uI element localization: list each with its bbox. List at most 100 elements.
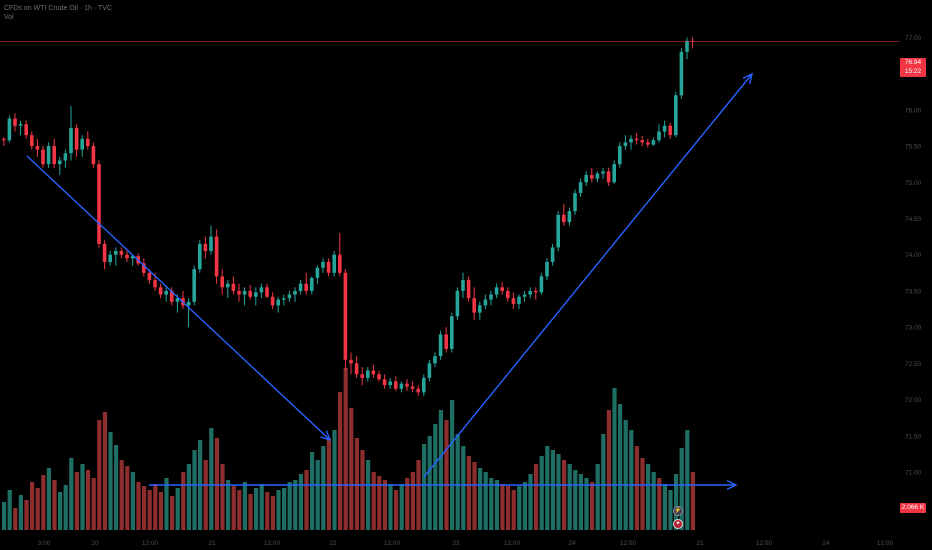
candle-body [668,125,672,136]
volume-bar [91,478,96,530]
candle-body [450,316,454,349]
candle-body [142,263,146,273]
volume-bar [226,480,231,530]
volume-bar [550,450,555,530]
volume-bar [248,494,253,530]
price-tick-label: 75.50 [905,144,922,151]
trendline-up[interactable] [423,73,753,478]
volume-bar [46,468,51,530]
candle-body [74,127,79,150]
volume-bar [567,464,572,530]
candle-body [478,305,482,313]
volume-legend: Vol [4,14,14,21]
candle-body [494,287,499,295]
candle-body [326,261,331,273]
candle-body [500,287,504,291]
volume-bar [338,392,343,530]
candle-body [52,146,56,165]
candle-body [214,236,219,277]
candle-body [662,125,667,132]
candle-body [416,388,420,393]
candle-body [102,243,107,262]
volume-bar [102,412,107,530]
volume-bar [366,460,371,530]
volume-bar [310,452,315,530]
volume-bar [282,488,287,530]
candle-body [422,377,426,393]
time-tick-label: 12:00 [264,540,281,547]
volume-bar [254,488,259,530]
volume-bar [7,490,12,530]
volume-bar [214,438,219,530]
volume-bar [69,458,74,530]
volume-bar [623,420,628,530]
candle-body [657,131,661,141]
candle-body [80,138,84,150]
time-tick-label: 3:00 [38,540,51,547]
time-tick-label: 12:00 [756,540,773,547]
candle-body [483,299,488,306]
volume-bar [606,410,611,530]
volume-bar [242,482,247,530]
candle-body [265,287,269,297]
volume-bar [315,460,320,530]
volume-bar [97,420,102,530]
candle-body [46,146,51,165]
volume-bar [175,488,180,530]
candle-body [192,269,196,302]
candle-body [310,277,314,291]
time-tick-label: 20 [91,540,99,547]
volume-bar [483,472,488,530]
volume-bar [58,492,63,530]
volume-bar [63,485,68,530]
time-tick-label: 23 [452,540,460,547]
volume-value-badge: 2.066 K [900,503,926,513]
volume-bar [517,486,522,530]
candle-body [489,294,493,300]
candle-body [629,138,633,143]
candle-body [321,261,325,268]
volume-bar [80,464,85,530]
volume-bar [332,430,337,530]
volume-bar [52,480,57,530]
volume-bar [237,490,242,530]
candle-body [522,294,527,297]
volume-bar [130,472,135,530]
price-tick-label: 72.50 [905,361,922,368]
candle-body [634,138,639,141]
candle-body [248,290,252,297]
time-axis[interactable]: 3:00 20 12:00 21 12:00 22 12:00 23 12:00 24 12:00 2… [38,540,894,547]
volume-bar [427,436,432,530]
volume-bar [304,470,309,530]
volume-bar [405,478,410,530]
candle-body [63,153,68,161]
bolt-icon[interactable]: ⚡ [673,506,683,516]
candle-body [550,247,555,262]
volume-bar [651,472,656,530]
candle-body [220,276,224,288]
time-tick-label: 12:00 [504,540,521,547]
volume-bar [556,454,561,530]
time-tick-label: 22 [329,540,337,547]
volume-bar [528,474,533,530]
candle-body [685,40,689,52]
candle-body [371,370,376,375]
candle-body [646,142,650,145]
volume-bar [668,490,673,530]
candle-body [399,383,404,389]
candle-body [573,193,577,212]
trendline-down[interactable] [26,155,331,441]
volume-bar [371,472,376,530]
time-tick-label: 12:00 [620,540,637,547]
volume-bar [259,484,264,530]
time-tick-label: 21 [208,540,216,547]
volume-bar [114,445,119,530]
candle-body [186,301,191,306]
candle-body [298,283,303,291]
symbol-title[interactable]: CFDs on WTI Crude Oil · 1h · TVC [4,5,113,12]
candle-body [595,173,600,179]
time-tick-label: 24 [822,540,830,547]
volume-bars [2,368,695,530]
us-flag-icon[interactable]: ✦ [673,519,683,529]
